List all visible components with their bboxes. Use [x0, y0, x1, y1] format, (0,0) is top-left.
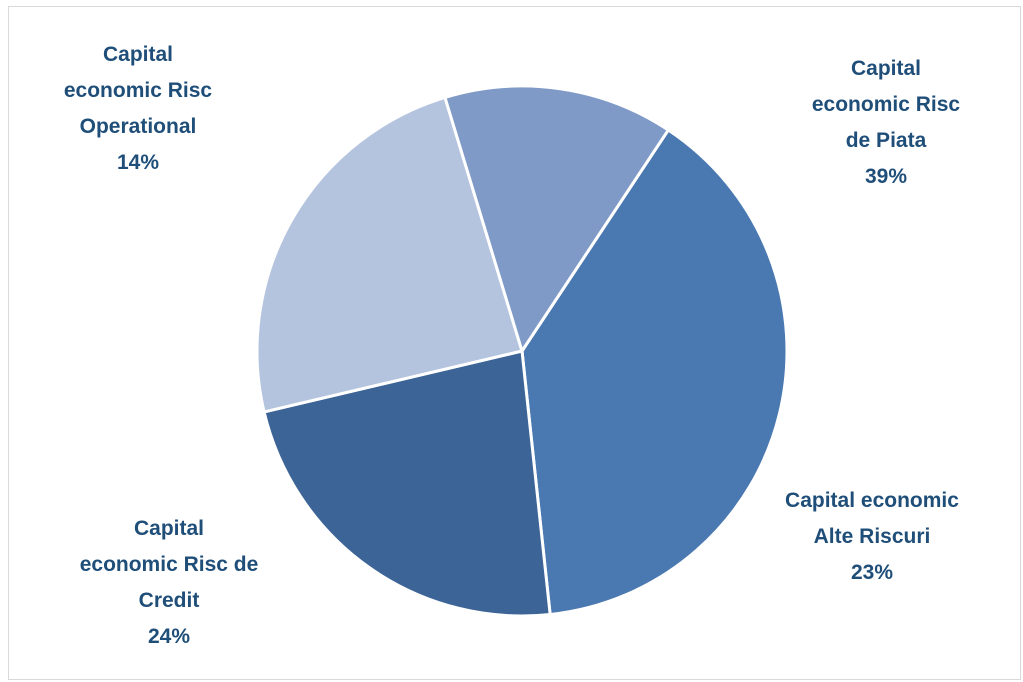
slice-name-label: economic Risc [64, 79, 213, 102]
slice-label: Capital economic Risc Operational 14% [64, 43, 213, 174]
slice-name-label: Alte Riscuri [814, 525, 931, 548]
pie-slice [443, 84, 670, 353]
slice-percent-label: 14% [117, 151, 159, 174]
chart-area: Capital economic Risc de Piata 39% Capital e… [8, 6, 1021, 680]
slice-name-label: Capital [134, 517, 204, 540]
pie-slice [262, 349, 552, 618]
slice-labels: Capital economic Risc de Piata 39%Capital e… [64, 43, 961, 648]
slice-label: Capital economic Alte Riscuri 23% [785, 489, 959, 584]
pie-slice [255, 95, 524, 414]
pie-slices [255, 84, 789, 618]
slice-percent-label: 23% [851, 561, 893, 584]
slice-name-label: Operational [80, 115, 197, 138]
slice-name-label: economic Risc de [80, 553, 259, 576]
slice-name-label: Credit [139, 589, 200, 612]
slice-name-label: economic Risc [812, 93, 961, 116]
slice-name-label: de Piata [846, 129, 927, 152]
pie-chart: Capital economic Risc de Piata 39%Capital e… [64, 43, 961, 648]
slice-label: Capital economic Risc de Piata 39% [812, 57, 961, 188]
slice-name-label: Capital economic [785, 489, 959, 512]
slice-label: Capital economic Risc de Credit 24% [80, 517, 259, 648]
slice-name-label: Capital [851, 57, 921, 80]
slice-name-label: Capital [103, 43, 173, 66]
slice-percent-label: 24% [148, 625, 190, 648]
slice-percent-label: 39% [865, 165, 907, 188]
